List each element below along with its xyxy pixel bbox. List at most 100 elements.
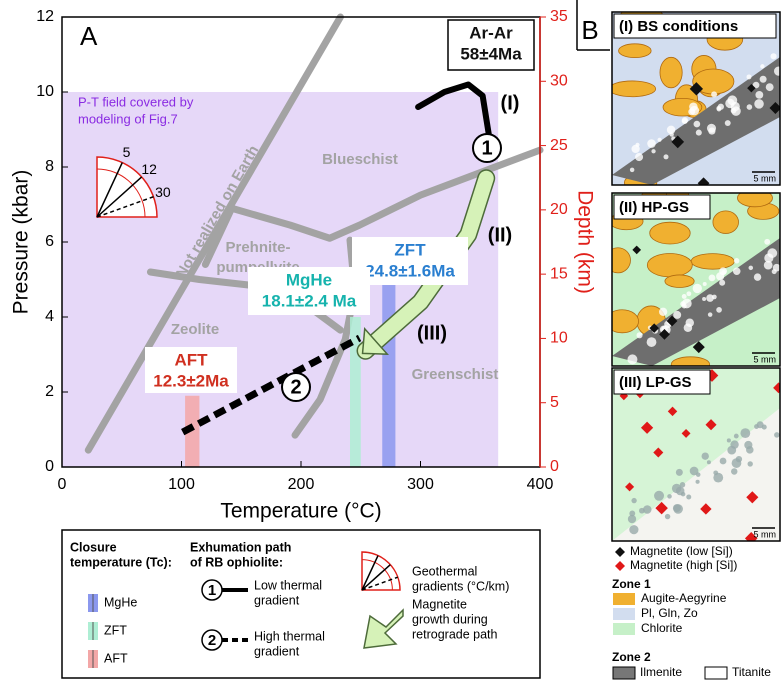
label: 200 [288,476,315,493]
grain [686,291,692,297]
path-number-circle [281,372,311,402]
label: 12 [141,161,157,177]
grain [651,149,656,154]
grain [693,120,701,128]
exhumation-path-1 [415,81,493,144]
label: 18.1±2.4 Ma [262,291,357,310]
grain [727,95,738,106]
label: Zone 2 [612,650,651,664]
magnetite-grain [697,177,710,185]
magnetite-grain [653,447,664,458]
exhumation-path-2 [181,334,362,436]
grain [692,283,702,294]
zone-swatch [613,608,635,620]
grain [657,137,662,142]
grain [754,99,764,109]
magnetite-grain [769,102,780,114]
label: ZFT [394,240,426,259]
label: Ilmenite [640,665,682,679]
zone-swatch [704,666,728,680]
grain [754,424,759,429]
label: temperature (Tc): [70,555,172,569]
label: 35 [550,8,568,25]
label: P-T field covered by [78,94,194,109]
gradient-line [96,196,154,218]
label: 10 [36,83,54,100]
magnetite-grain [689,82,704,96]
label: Exhumation path [190,540,291,554]
path-number-circle [472,133,502,163]
gradient-line [96,162,123,218]
label: 300 [407,476,434,493]
grain [706,460,711,465]
grain [646,337,657,347]
grain [716,272,725,281]
label: gradient [254,593,300,607]
micrograph-frame [611,192,781,367]
grain [770,53,777,60]
label: 30 [155,184,171,200]
label: 30 [550,73,568,90]
grain [755,90,764,99]
label: Zeolite [171,321,219,338]
label: 25 [550,137,568,154]
label: AFT [174,350,208,369]
gradient-line [96,176,143,218]
augite-patch [670,356,711,366]
grain [719,279,726,286]
grain [706,294,714,302]
age-box [145,347,237,393]
label: (I) BS conditions [619,18,738,35]
title-box [613,13,777,39]
grain [747,461,753,467]
label: 5 [550,394,559,411]
label: High thermal [254,629,325,643]
label: 400 [527,476,554,493]
label: 8 [45,158,54,175]
grain [639,507,645,514]
grain [673,504,683,514]
grain [695,129,702,136]
grain [717,103,724,110]
closure-band [382,262,396,467]
micrograph [611,192,781,367]
zone-swatch [613,623,635,635]
grain [664,513,671,520]
grain [643,505,652,514]
label: 10 [550,330,568,347]
label: gradient [254,644,300,658]
label: Depth (km) [573,190,596,294]
label: (II) [488,224,512,246]
grain [683,323,693,333]
label: A [80,21,98,51]
grain [681,294,687,299]
label: 24.8±1.6Ma [365,261,455,280]
magnetite-grain [681,428,691,438]
label: Closure [70,540,117,554]
grain [673,310,682,319]
augite-patch [618,43,652,59]
grain [764,253,774,263]
label: ZFT [104,623,127,637]
zone-swatch [612,666,636,680]
zone-swatch [613,593,635,605]
label: 20 [550,201,568,218]
grain [719,457,727,465]
magnetite-grain [773,382,780,394]
label: Pressure (kbar) [10,170,33,315]
augite-patch [712,210,739,234]
gradient-arc [96,168,146,218]
label: 1 [208,582,216,599]
grain [731,106,741,116]
augite-patch [612,309,639,334]
grain [629,510,636,517]
label: Zone 1 [612,577,651,591]
micrograph [611,367,781,542]
grain [689,466,699,476]
label: 12 [36,8,54,25]
grain [731,468,738,475]
grain [702,282,707,287]
grain [761,424,767,430]
label: 0 [45,458,54,475]
